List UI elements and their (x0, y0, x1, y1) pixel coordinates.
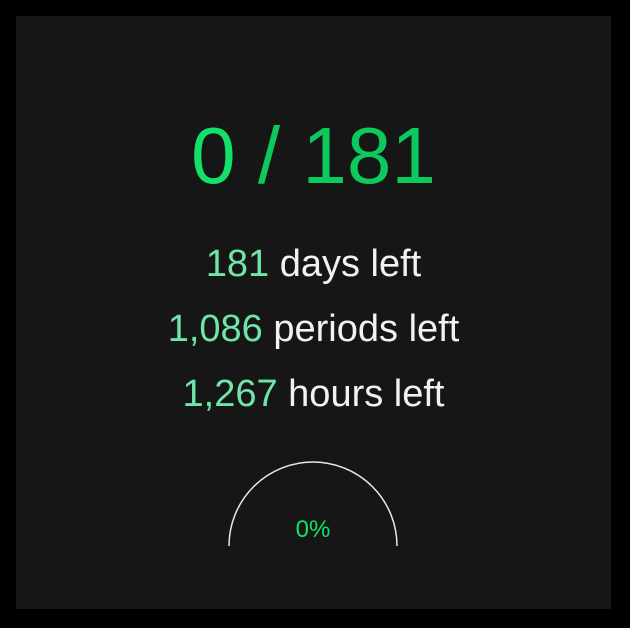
progress-counter: 0 / 181 (16, 116, 611, 196)
hours-left-value: 1,267 (182, 373, 278, 415)
gauge-percent-label: 0% (295, 516, 331, 543)
progress-separator: / (257, 111, 281, 200)
periods-left-row: 1,086 periods left (16, 310, 611, 348)
progress-panel: 0 / 181 181 days left 1,086 periods left… (16, 16, 611, 609)
periods-left-label: periods left (273, 308, 460, 350)
hours-left-label: hours left (288, 373, 445, 415)
progress-gauge (228, 461, 398, 546)
days-left-label: days left (279, 243, 422, 285)
gauge-track (228, 461, 398, 546)
periods-left-value: 1,086 (167, 308, 263, 350)
total-count: 181 (302, 111, 436, 200)
hours-left-row: 1,267 hours left (16, 375, 611, 413)
days-left-row: 181 days left (16, 245, 611, 283)
days-left-value: 181 (205, 243, 270, 285)
completed-count: 0 (191, 111, 236, 200)
